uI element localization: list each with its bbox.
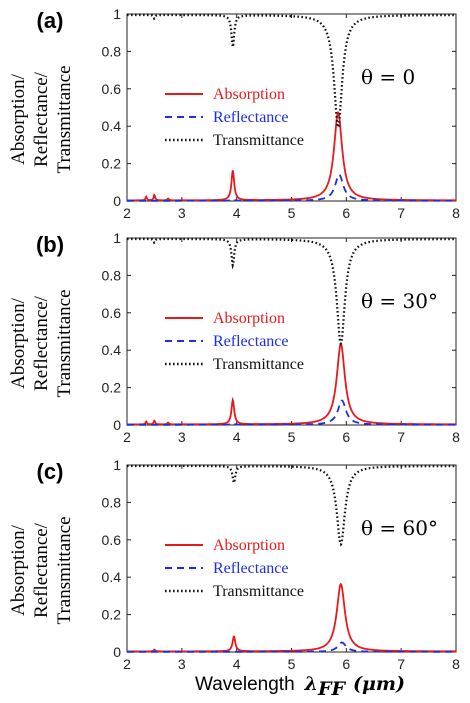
y-axis-label-line: Transmittance (54, 65, 75, 173)
y-tick-label: 0.2 (102, 607, 122, 623)
y-tick-label: 0.4 (102, 342, 122, 358)
y-axis-label-line: Reflectance/ (31, 295, 52, 391)
x-tick-label: 2 (123, 205, 131, 221)
panel-a: 2 3 4 5 6 7 8 0 0.2 0.4 0.6 0.8 1 (a) Absorption/Refle… (8, 6, 460, 221)
panel-label: (b) (36, 232, 64, 257)
x-tick-label: 3 (178, 656, 186, 672)
x-tick-label: 4 (233, 205, 241, 221)
legend-label-transmittance: Transmittance (213, 356, 304, 373)
series-absorption-line (127, 110, 456, 202)
legend-label-reflectance: Reflectance (213, 333, 289, 350)
x-tick-label: 6 (342, 429, 350, 445)
series-reflectance-line (127, 399, 456, 426)
x-axis-label: Wavelength λFF (μm) (195, 673, 405, 700)
panel-c: 2 3 4 5 6 7 8 0 0.2 0.4 0.6 0.8 1 (c) Absorption/Refle… (8, 457, 460, 672)
plot-frame (126, 13, 457, 202)
y-tick-label: 0 (113, 417, 121, 433)
x-tick-label: 8 (452, 656, 460, 672)
legend: Absorption Reflectance Transmittance (165, 310, 304, 373)
x-tick-label: 2 (123, 656, 131, 672)
y-tick-label: 1 (113, 230, 121, 246)
incidence-angle-label: θ = 60° (361, 516, 438, 540)
y-tick-label: 0 (113, 644, 121, 660)
y-axis-label-line: Reflectance/ (31, 522, 52, 618)
x-tick-label: 5 (288, 429, 296, 445)
series-transmittance-line (127, 237, 456, 347)
incidence-angle-label: θ = 0 (361, 65, 415, 89)
y-tick-label: 0.4 (102, 569, 122, 585)
series-reflectance-line (127, 173, 456, 202)
panel-b: 2 3 4 5 6 7 8 0 0.2 0.4 0.6 0.8 1 (b) Absorption/Refle… (8, 230, 460, 445)
y-tick-label: 0.8 (102, 267, 122, 283)
y-tick-label: 0.8 (102, 43, 122, 59)
y-axis-label-line: Absorption/ (8, 524, 29, 616)
x-tick-label: 8 (452, 205, 460, 221)
plot-frame (126, 464, 457, 653)
y-tick-label: 1 (113, 457, 121, 473)
series-transmittance-line (127, 464, 456, 547)
panel-label: (c) (37, 459, 64, 484)
legend-label-reflectance: Reflectance (213, 560, 289, 577)
x-tick-label: 6 (342, 205, 350, 221)
y-tick-label: 0.6 (102, 81, 122, 97)
x-tick-label: 5 (288, 656, 296, 672)
y-axis-label-line: Reflectance/ (31, 71, 52, 167)
incidence-angle-label: θ = 30° (361, 289, 438, 313)
legend-label-absorption: Absorption (213, 310, 285, 327)
y-tick-label: 1 (113, 6, 121, 22)
x-tick-label: 3 (178, 205, 186, 221)
x-tick-label: 4 (233, 429, 241, 445)
y-axis-label-line: Absorption/ (8, 73, 29, 165)
y-axis-label: Absorption/Reflectance/Transmittance (8, 516, 75, 624)
x-tick-label: 7 (397, 656, 405, 672)
plot-frame (126, 237, 457, 426)
x-tick-label: 3 (178, 429, 186, 445)
legend-label-transmittance: Transmittance (213, 132, 304, 149)
legend: Absorption Reflectance Transmittance (165, 537, 304, 600)
y-axis-label-line: Absorption/ (8, 297, 29, 389)
x-tick-label: 7 (397, 429, 405, 445)
y-tick-label: 0 (113, 193, 121, 209)
legend-label-transmittance: Transmittance (213, 583, 304, 600)
x-tick-label: 8 (452, 429, 460, 445)
y-axis-label: Absorption/Reflectance/Transmittance (8, 289, 75, 397)
x-tick-label: 6 (342, 656, 350, 672)
series-transmittance-line (127, 13, 456, 130)
x-tick-label: 7 (397, 205, 405, 221)
series-reflectance-line (127, 641, 456, 653)
y-axis-label-line: Transmittance (54, 289, 75, 397)
y-tick-label: 0.4 (102, 118, 122, 134)
panel-label: (a) (37, 8, 64, 33)
y-tick-label: 0.6 (102, 532, 122, 548)
legend: Absorption Reflectance Transmittance (165, 86, 304, 149)
legend-label-absorption: Absorption (213, 537, 285, 554)
y-tick-label: 0.2 (102, 380, 122, 396)
x-tick-label: 2 (123, 429, 131, 445)
legend-label-absorption: Absorption (213, 86, 285, 103)
legend-label-reflectance: Reflectance (213, 109, 289, 126)
y-tick-label: 0.8 (102, 494, 122, 510)
y-tick-label: 0.6 (102, 305, 122, 321)
x-tick-label: 4 (233, 656, 241, 672)
y-axis-label-line: Transmittance (54, 516, 75, 624)
y-tick-label: 0.2 (102, 156, 122, 172)
x-tick-label: 5 (288, 205, 296, 221)
y-axis-label: Absorption/Reflectance/Transmittance (8, 65, 75, 173)
